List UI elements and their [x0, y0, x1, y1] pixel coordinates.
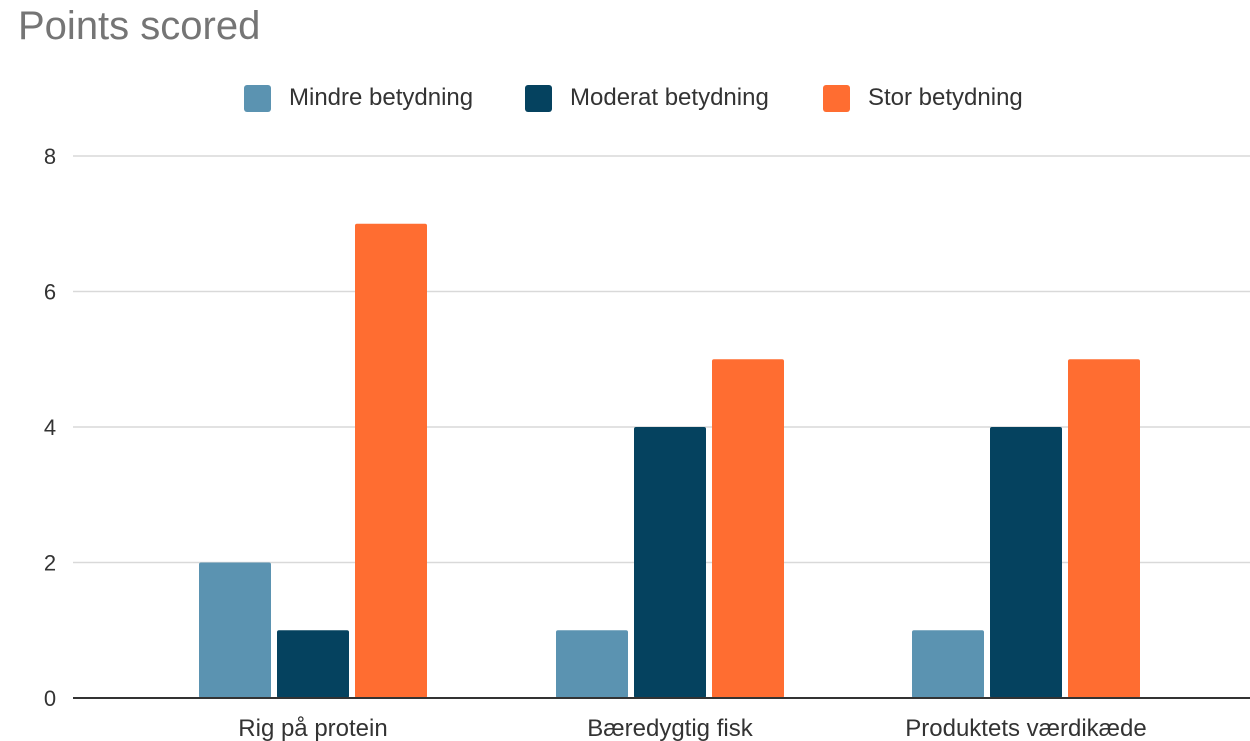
- bar-1-0[interactable]: [556, 630, 628, 698]
- y-tick-label: 4: [44, 415, 56, 440]
- legend-swatch-mindre: [244, 84, 271, 112]
- y-tick-label: 2: [44, 551, 56, 576]
- y-tick-label: 6: [44, 280, 56, 305]
- legend-item-stor[interactable]: Stor betydning: [823, 80, 1023, 116]
- legend-label-moderat: Moderat betydning: [570, 84, 769, 111]
- x-tick-label: Rig på protein: [238, 715, 387, 741]
- bar-1-1[interactable]: [634, 427, 706, 698]
- x-tick-label: Produktets værdikæde: [905, 715, 1146, 741]
- y-tick-label: 8: [44, 144, 56, 169]
- chart-title: Points scored: [18, 4, 261, 48]
- bar-0-2[interactable]: [355, 223, 427, 698]
- bar-2-1[interactable]: [990, 427, 1062, 698]
- legend-swatch-stor: [823, 84, 850, 112]
- legend-label-stor: Stor betydning: [868, 84, 1023, 111]
- legend-item-moderat[interactable]: Moderat betydning: [525, 80, 769, 116]
- bar-2-0[interactable]: [912, 630, 984, 698]
- x-tick-label: Bæredygtig fisk: [587, 715, 753, 741]
- bar-0-1[interactable]: [277, 630, 349, 698]
- y-tick-label: 0: [44, 686, 56, 711]
- legend: Mindre betydning Moderat betydning Stor …: [0, 80, 1250, 116]
- legend-label-mindre: Mindre betydning: [289, 84, 474, 111]
- legend-swatch-moderat: [525, 84, 552, 112]
- bar-1-2[interactable]: [712, 359, 784, 698]
- axes: 0 2 4 6 8 Rig på protein Bæredygtig fisk Produk…: [44, 144, 1250, 741]
- bar-2-2[interactable]: [1068, 359, 1140, 698]
- legend-item-mindre[interactable]: Mindre betydning: [244, 80, 473, 116]
- bars: [199, 223, 1140, 699]
- bar-0-0[interactable]: [199, 562, 271, 699]
